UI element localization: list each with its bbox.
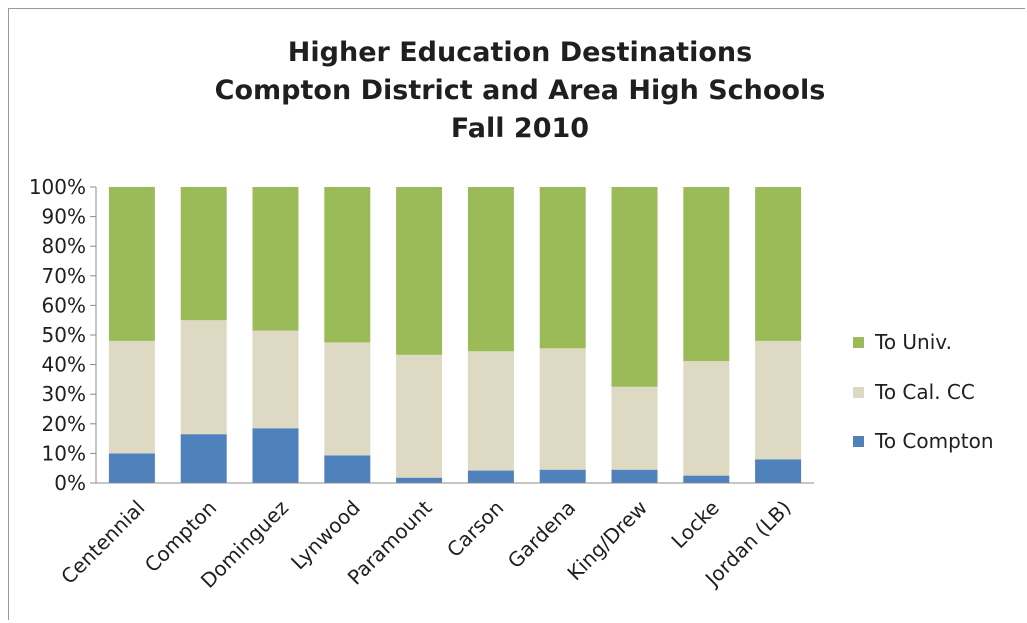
bar-segment-calcc	[180, 320, 227, 435]
bar-segment-calcc	[467, 351, 514, 471]
bar-segment-compton	[467, 470, 514, 483]
bar-segment-compton	[324, 455, 371, 483]
bar-segment-calcc	[539, 348, 586, 470]
bar-segment-compton	[611, 469, 658, 483]
y-tick-label: 80%	[42, 234, 86, 258]
bar-segment-univ	[683, 187, 730, 362]
bar-segment-univ	[467, 187, 514, 352]
legend-label-compton: To Compton	[875, 429, 994, 453]
legend-label-calcc: To Cal. CC	[875, 380, 975, 404]
bar-segment-univ	[539, 187, 586, 349]
bar-segment-calcc	[108, 340, 155, 454]
bar-segment-univ	[180, 187, 227, 321]
bar-segment-calcc	[252, 330, 299, 429]
x-tick-label: Centennial	[56, 496, 149, 589]
bar-segment-univ	[396, 187, 443, 355]
bar-segment-calcc	[324, 342, 371, 456]
bar-segment-univ	[611, 187, 658, 387]
bar-segment-compton	[755, 459, 802, 483]
bar-segment-univ	[108, 187, 155, 341]
legend-label-univ: To Univ.	[875, 330, 952, 354]
bar-segment-calcc	[611, 386, 658, 470]
x-tick-label: Carson	[442, 496, 508, 562]
title-line-3: Fall 2010	[450, 113, 590, 144]
y-tick-label: 70%	[42, 264, 86, 288]
bar-segment-compton	[539, 469, 586, 483]
bar-segment-compton	[180, 434, 227, 483]
bar-segment-calcc	[755, 340, 802, 460]
bar-segment-univ	[755, 187, 802, 341]
title-line-2: Compton District and Area High Schools	[214, 75, 826, 106]
bar-segment-calcc	[683, 361, 730, 476]
y-tick-label: 40%	[42, 353, 86, 377]
chart-frame	[8, 8, 1025, 620]
y-tick-label: 10%	[42, 441, 86, 465]
y-tick-label: 90%	[42, 205, 86, 229]
bar-segment-compton	[252, 428, 299, 483]
bar-segment-univ	[252, 187, 299, 331]
y-tick-label: 30%	[42, 382, 86, 406]
legend-swatch-compton	[853, 436, 864, 447]
bar-segment-univ	[324, 187, 371, 343]
title-line-1: Higher Education Destinations	[287, 37, 753, 68]
bar-segment-compton	[683, 475, 730, 483]
legend-swatch-calcc	[853, 387, 864, 398]
y-tick-label: 50%	[42, 323, 86, 347]
bar-segment-compton	[396, 477, 443, 483]
chart-title: Higher Education Destinations Compton Di…	[0, 34, 1027, 148]
bar-segment-compton	[108, 453, 155, 483]
y-tick-label: 100%	[29, 175, 86, 199]
bar-segment-calcc	[396, 354, 443, 478]
y-tick-label: 20%	[42, 412, 86, 436]
x-tick-label: Locke	[666, 496, 723, 553]
y-tick-label: 0%	[54, 471, 86, 495]
y-tick-label: 60%	[42, 293, 86, 317]
legend-swatch-univ	[853, 337, 864, 348]
